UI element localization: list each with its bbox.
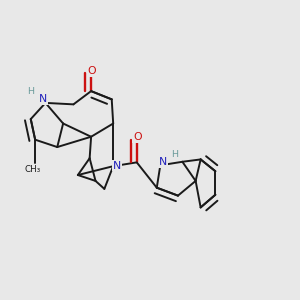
Text: N: N: [112, 160, 121, 171]
Text: H: H: [172, 150, 178, 159]
Text: H: H: [27, 87, 34, 96]
Text: N: N: [159, 157, 167, 167]
Text: CH₃: CH₃: [25, 165, 41, 174]
Text: O: O: [133, 132, 142, 142]
Text: N: N: [39, 94, 47, 104]
Text: O: O: [87, 66, 96, 76]
